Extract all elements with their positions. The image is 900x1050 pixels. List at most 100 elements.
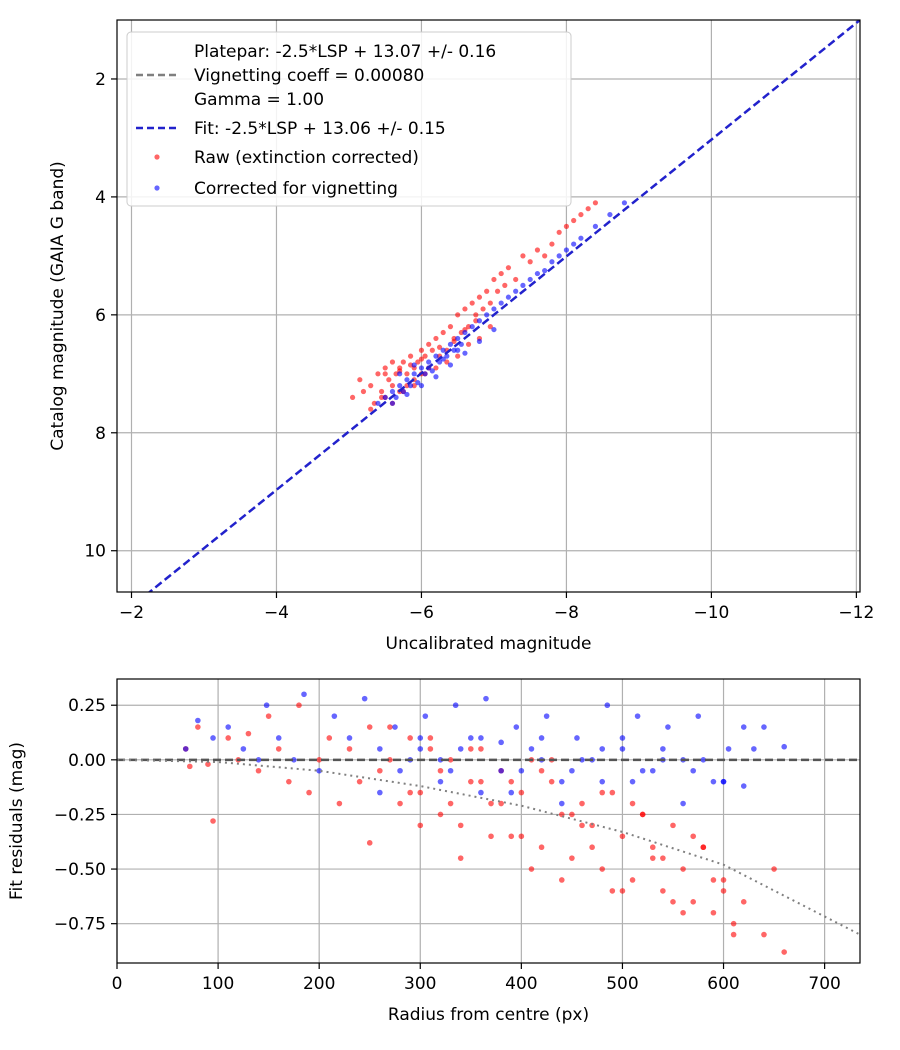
raw-data-point (387, 724, 393, 730)
raw-data-point (366, 724, 373, 730)
raw-data-point (366, 840, 373, 846)
raw-data-point (417, 789, 424, 796)
corrected-data-point (491, 326, 497, 333)
corrected-data-point (275, 735, 282, 741)
corrected-data-point (426, 359, 432, 365)
corrected-data-point (478, 789, 484, 796)
corrected-data-point (377, 789, 383, 796)
raw-data-point (660, 888, 666, 894)
x-tick-label: −6 (409, 603, 434, 623)
raw-data-point (451, 338, 457, 344)
raw-data-point (629, 877, 636, 883)
raw-data-point (195, 724, 201, 730)
raw-data-point (599, 866, 606, 872)
corrected-data-point (447, 362, 454, 368)
corrected-data-point (549, 259, 555, 265)
corrected-data-point (418, 383, 425, 389)
raw-data-point (411, 383, 417, 389)
raw-data-point (670, 822, 676, 829)
raw-data-point (457, 855, 464, 861)
legend-label-fit: Fit: -2.5*LSP + 13.06 +/- 0.15 (194, 119, 446, 139)
corrected-data-point (417, 746, 424, 752)
raw-data-point (498, 270, 504, 277)
corrected-data-point (578, 235, 584, 241)
raw-data-point (473, 312, 479, 318)
raw-data-point (375, 371, 381, 377)
corrected-data-point (781, 743, 787, 750)
raw-data-point (690, 899, 697, 905)
raw-data-point (508, 833, 515, 840)
corrected-data-point (505, 294, 512, 300)
raw-data-point (186, 763, 193, 770)
corrected-data-point (761, 724, 767, 730)
raw-data-point (368, 406, 374, 412)
raw-data-point (265, 713, 272, 719)
raw-data-point (427, 746, 434, 752)
corrected-data-point (375, 400, 381, 406)
raw-data-point (563, 223, 570, 229)
raw-data-point (360, 388, 367, 395)
raw-data-point (382, 365, 388, 371)
legend: Platepar: -2.5*LSP + 13.07 +/- 0.16 Vigne… (126, 31, 572, 207)
corrected-data-point (195, 717, 201, 724)
raw-data-point (371, 400, 377, 406)
corrected-data-point (415, 380, 421, 386)
corrected-data-point (740, 724, 747, 730)
raw-data-point (429, 347, 435, 353)
raw-data-point (427, 735, 434, 741)
raw-data-point (556, 229, 562, 235)
raw-data-point (447, 800, 454, 807)
raw-data-point (579, 822, 585, 829)
axes-frame (116, 678, 861, 964)
raw-data-point (649, 855, 656, 861)
raw-data-point (407, 789, 413, 796)
raw-data-point (418, 356, 425, 362)
corrected-data-point (599, 778, 606, 785)
corrected-data-point (411, 371, 417, 377)
x-tick-label: −4 (264, 603, 289, 623)
raw-data-point (569, 811, 575, 818)
x-axis-ticks: 0 100 200 300 400 500 600 700 (112, 963, 841, 994)
plot-area (117, 691, 860, 955)
raw-data-point (730, 920, 737, 927)
raw-data-point (426, 341, 432, 347)
raw-data-point (538, 767, 545, 774)
x-axis-label: Radius from centre (px) (388, 1005, 589, 1025)
raw-data-point (558, 877, 565, 883)
raw-data-point (457, 822, 464, 829)
corrected-data-point (483, 695, 489, 702)
raw-data-point (437, 811, 444, 818)
raw-data-point (433, 365, 439, 371)
y-tick-label: −0.75 (54, 915, 106, 935)
raw-data-point (393, 371, 399, 377)
raw-data-point (592, 200, 599, 206)
corrected-data-point (429, 368, 435, 374)
corrected-data-point (240, 746, 247, 752)
raw-data-point (484, 288, 490, 294)
corrected-data-point (528, 746, 535, 752)
raw-data-point (389, 383, 396, 389)
corrected-data-point (397, 371, 403, 377)
corrected-data-point (534, 270, 541, 277)
raw-data-point (389, 359, 396, 365)
corrected-data-point (660, 746, 666, 752)
raw-data-point (690, 833, 697, 840)
raw-data-point (488, 833, 494, 840)
corrected-data-point (498, 767, 504, 774)
raw-data-point (518, 789, 525, 796)
corrected-data-point (346, 735, 353, 741)
corrected-data-point (433, 374, 439, 380)
raw-data-point (357, 377, 363, 383)
raw-data-point (356, 778, 363, 785)
y-axis-label: Fit residuals (mag) (7, 742, 27, 900)
corrected-data-point (710, 778, 717, 785)
corrected-data-point (649, 767, 656, 774)
raw-data-point (538, 844, 545, 851)
raw-data-point (336, 800, 343, 807)
raw-data-point (680, 909, 686, 916)
raw-data-point (210, 818, 216, 824)
corrected-data-point (452, 702, 459, 709)
corrected-data-point (447, 341, 454, 347)
raw-data-point (296, 702, 302, 709)
y-tick-label: −0.50 (54, 860, 106, 880)
